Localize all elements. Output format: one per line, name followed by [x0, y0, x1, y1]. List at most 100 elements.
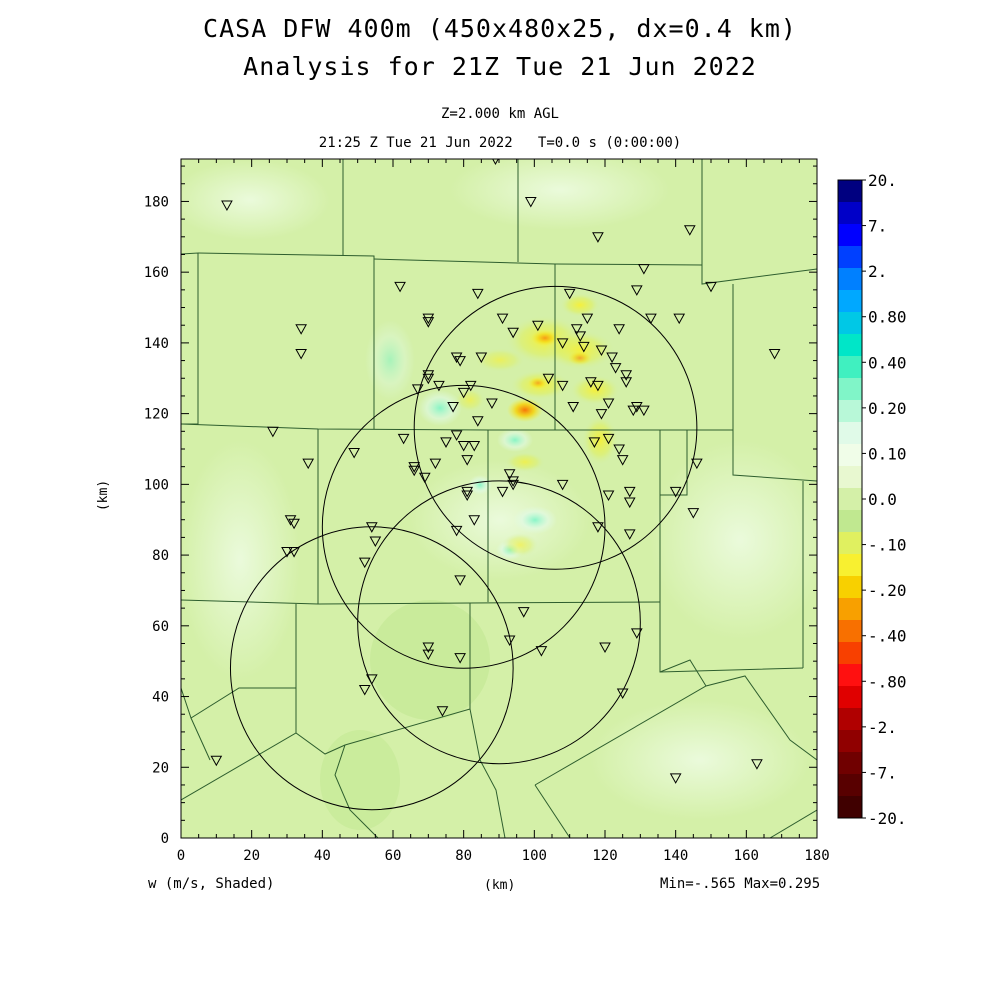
station-marker: [408, 465, 421, 477]
station-marker: [613, 444, 625, 456]
colorbar-label: -.40: [868, 627, 907, 646]
station-marker: [645, 313, 657, 325]
station-marker: [588, 437, 601, 448]
station-marker: [630, 285, 643, 296]
station-marker: [422, 370, 435, 381]
station-marker: [454, 356, 466, 367]
county-boundary: [534, 675, 817, 786]
radar-range-rings: [229, 285, 698, 811]
colorbar-segment: [838, 444, 862, 467]
colorbar-label: -.80: [868, 672, 907, 691]
station-marker: [422, 649, 435, 661]
colorbar-segment: [838, 378, 862, 401]
station-marker: [457, 387, 470, 399]
station-marker: [422, 642, 435, 654]
station-marker: [535, 646, 548, 657]
y-tick-label: 160: [144, 265, 169, 281]
station-marker: [595, 409, 608, 420]
colorbar-segment: [838, 642, 862, 665]
station-marker: [358, 684, 371, 696]
station-marker: [570, 324, 583, 335]
w-downdraft-core: [507, 398, 543, 422]
colorbar-segment: [838, 620, 862, 643]
x-tick-label: 0: [177, 848, 185, 864]
w-negative-zone: [370, 600, 490, 720]
w-pale-zone: [181, 160, 330, 240]
station-marker: [486, 398, 498, 410]
station-marker: [669, 773, 682, 784]
station-marker: [599, 642, 611, 654]
station-marker: [563, 288, 576, 300]
station-marker: [623, 529, 636, 540]
colorbar-segment: [838, 532, 862, 555]
station-marker: [411, 384, 424, 395]
station-marker: [609, 363, 622, 374]
y-tick-label: 180: [144, 194, 169, 210]
station-marker: [595, 345, 608, 356]
colorbar-segment: [838, 246, 862, 269]
y-tick-label: 140: [144, 336, 169, 352]
station-marker: [507, 327, 519, 339]
station-marker: [295, 349, 307, 360]
colorbar-segment: [838, 554, 862, 577]
station-marker: [471, 288, 484, 300]
station-marker: [630, 628, 643, 639]
x-tick-label: 100: [522, 848, 547, 864]
x-tick-label: 180: [804, 848, 829, 864]
w-downdraft-patch: [455, 388, 485, 412]
w-pale-zone: [410, 460, 590, 580]
y-axis-label: (km): [96, 479, 112, 512]
station-marker: [288, 518, 300, 530]
county-boundary: [660, 430, 688, 496]
w-downdraft-patch: [475, 348, 525, 372]
county-boundary: [181, 423, 733, 431]
station-marker: [613, 324, 625, 335]
station-marker: [454, 653, 466, 664]
x-tick-label: 80: [455, 848, 472, 864]
w-updraft-patch: [468, 475, 492, 495]
x-axis-label: (km): [484, 878, 516, 893]
y-axis: 0 20 40 60 80 100 120 140 160 180: [144, 165, 817, 847]
y-tick-label: 100: [144, 477, 169, 493]
w-updraft-patch: [497, 428, 533, 452]
station-marker: [687, 508, 700, 519]
station-marker: [602, 490, 615, 501]
x-tick-label: 160: [734, 848, 759, 864]
colorbar-label: -20.: [868, 809, 907, 828]
station-marker: [365, 522, 378, 533]
colorbar-segment: [838, 180, 862, 203]
colorbar-label: -2.: [868, 718, 897, 737]
range-ring: [413, 285, 698, 570]
w-pale-zone: [650, 440, 817, 640]
y-tick-label: 20: [152, 760, 169, 776]
w-downdraft-core: [568, 351, 592, 365]
station-marker: [436, 706, 449, 717]
range-ring: [357, 480, 641, 765]
station-marker: [302, 458, 315, 470]
station-marker: [556, 479, 569, 491]
station-marker: [429, 458, 442, 470]
colorbar-label: 20.: [868, 171, 897, 190]
station-marker: [369, 536, 382, 547]
colorbar-segment: [838, 466, 862, 489]
x-axis: 0 20 40 60 80 100 120 140 160 180: [177, 159, 830, 864]
county-boundary: [197, 252, 375, 259]
variable-label: w (m/s, Shaded): [148, 876, 275, 892]
county-boundary: [181, 687, 296, 719]
x-tick-label: 40: [314, 848, 331, 864]
station-marker: [461, 486, 474, 498]
colorbar-segment: [838, 312, 862, 335]
chart-title-line1: CASA DFW 400m (450x480x25, dx=0.4 km): [203, 14, 797, 43]
colorbar-segment: [838, 356, 862, 379]
colorbar-segment: [838, 400, 862, 423]
county-boundary: [534, 784, 571, 838]
station-marker: [358, 557, 371, 569]
colorbar: 20. 7. 2. 0.80 0.40 0.20 0.10 0.0 -.10 -.20 -.40 -.…: [837, 171, 907, 828]
station-marker: [581, 313, 594, 325]
station-marker: [524, 196, 537, 208]
station-marker: [683, 225, 696, 236]
colorbar-label: 0.10: [868, 444, 907, 463]
county-boundary: [659, 659, 707, 687]
station-marker: [616, 688, 629, 700]
station-marker: [638, 405, 650, 417]
